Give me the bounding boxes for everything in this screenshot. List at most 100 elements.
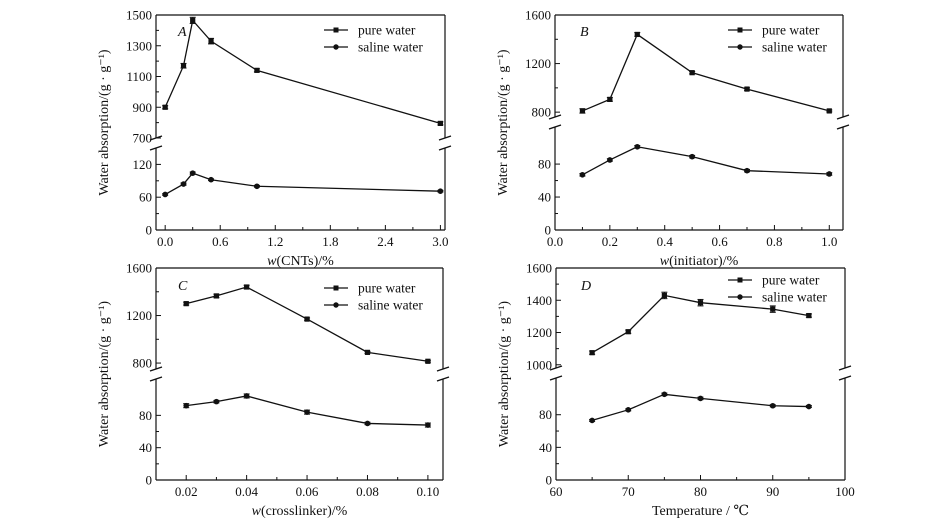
x-tick-label: 70 [622,484,635,499]
data-point-circle [661,391,668,398]
legend-marker-circle [737,294,743,300]
legend-marker-square [737,27,743,33]
axis-break-mark [836,114,850,120]
legend-label: pure water [762,23,820,38]
data-point-square [744,86,750,92]
axis-break-mark [438,135,452,141]
series-line [164,172,441,196]
data-point-square [806,312,812,319]
y-tick-label-upper: 1400 [526,293,552,308]
y-tick-label-lower: 80 [539,407,552,422]
data-point-square [304,316,310,322]
axis-break-mark [548,114,562,120]
series-saline-water [183,393,431,428]
data-point-square [826,108,832,114]
y-tick-label-lower: 80 [538,157,551,172]
data-point-circle [213,398,220,405]
data-point-square [589,350,595,356]
data-point-square [425,358,431,364]
y-tick-label-upper: 1600 [526,261,552,276]
axis-break-mark [549,365,563,371]
x-tick-label: 0.6 [711,234,728,249]
data-point-circle [189,170,196,176]
data-point-circle [697,395,704,402]
panel-label: B [580,25,589,40]
legend-label: saline water [762,290,827,305]
data-point-square [208,38,214,44]
y-tick-label-upper: 1200 [126,308,152,323]
axis-break-mark [149,376,163,382]
series-line [186,286,428,362]
y-axis-label: Water absorption/(g · g⁻¹) [97,49,112,195]
data-point-circle [579,171,586,178]
data-point-circle [208,176,214,183]
data-point-circle [162,191,168,198]
legend-marker-circle [737,44,743,50]
y-tick-label-lower: 120 [133,157,153,172]
y-tick-label-lower: 0 [146,223,153,238]
axis-break-mark [836,124,850,130]
y-axis-label: Water absorption/(g · g⁻¹) [97,301,112,447]
y-tick-label-upper: 1600 [126,261,152,276]
legend: pure water saline water [324,23,423,55]
legend-marker-square [737,277,743,283]
x-axis-label: Temperature / ℃ [652,504,749,519]
x-tick-label: 0.02 [175,484,198,499]
y-tick-label-upper: 1500 [126,8,152,23]
legend-label: pure water [358,23,416,38]
y-tick-label-lower: 0 [146,473,153,488]
legend-marker-square [333,285,339,291]
data-point-circle [826,171,833,177]
x-tick-label: 2.4 [377,234,394,249]
x-tick-label: 0.6 [212,234,229,249]
legend: pure water saline water [728,273,827,305]
y-tick-label-upper: 900 [133,100,153,115]
series-pure-water [183,284,431,364]
y-tick-label-upper: 1100 [126,69,152,84]
data-point-square [661,292,667,299]
x-tick-label: 0.10 [417,484,440,499]
y-tick-label-lower: 80 [139,408,152,423]
y-axis-label: Water absorption/(g · g⁻¹) [497,301,512,447]
axis-break-mark [548,124,562,130]
data-point-circle [689,153,695,160]
x-tick-label: 0.4 [657,234,674,249]
x-tick-label: 60 [550,484,563,499]
y-tick-label-upper: 1300 [126,38,152,53]
y-tick-label-upper: 1200 [526,325,552,340]
legend-label: pure water [762,273,820,288]
data-point-square [607,96,613,102]
series-pure-water [589,291,812,356]
y-tick-label-upper: 800 [133,356,153,371]
axis-break-mark [436,366,450,372]
data-point-circle [806,403,812,410]
legend-marker-square [333,27,339,33]
x-tick-label: 100 [835,484,855,499]
data-point-circle [364,420,371,427]
series-saline-water [162,170,444,198]
axis-break-mark [436,376,450,382]
y-tick-label-upper: 700 [133,131,153,146]
data-point-square [162,104,168,110]
panel-label: C [178,279,188,294]
data-point-square [244,284,250,290]
y-tick-label-lower: 60 [139,190,152,205]
x-tick-label: 0.0 [547,234,563,249]
data-point-square [689,70,695,76]
legend-marker-circle [333,302,339,308]
data-point-circle [589,417,595,424]
data-point-circle [243,393,250,399]
series-line [582,33,830,112]
x-axis-label: w(crosslinker)/% [252,504,348,519]
x-tick-label: 3.0 [432,234,448,249]
x-tick-label: 1.8 [322,234,338,249]
data-point-square [183,301,189,307]
series-pure-water [579,31,833,114]
legend: pure water saline water [728,23,827,55]
data-point-square [579,108,586,114]
data-point-circle [254,183,260,190]
legend-label: saline water [762,40,827,55]
data-point-square [364,349,371,355]
x-tick-label: 0.08 [356,484,379,499]
x-tick-label: 0.8 [766,234,782,249]
